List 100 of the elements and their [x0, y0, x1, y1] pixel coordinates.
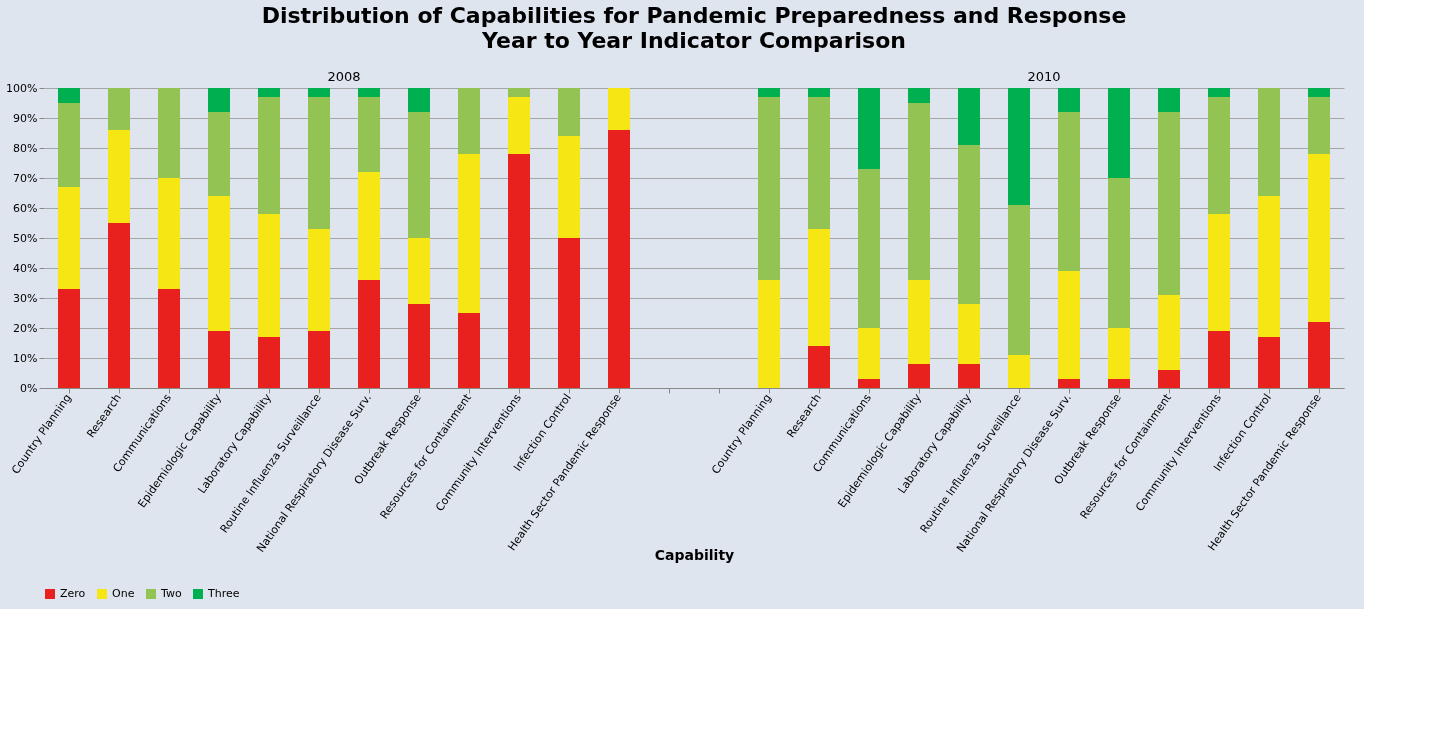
bar	[458, 313, 480, 388]
y-tick-label: 0%	[20, 381, 38, 395]
bar	[408, 238, 430, 304]
bar	[958, 145, 980, 304]
bar	[1208, 214, 1230, 331]
bar	[1058, 379, 1080, 388]
bar	[1208, 331, 1230, 388]
bar	[1158, 370, 1180, 388]
bar	[308, 331, 330, 388]
y-tick-label: 50%	[13, 231, 38, 245]
bar	[358, 280, 380, 388]
bar	[308, 229, 330, 331]
bar	[1058, 88, 1080, 112]
bar	[958, 364, 980, 388]
bar	[908, 103, 930, 280]
bar	[858, 169, 880, 328]
bar	[908, 88, 930, 103]
bar	[1308, 88, 1330, 97]
y-tick-label: 30%	[13, 291, 38, 305]
bar	[1058, 112, 1080, 271]
bar	[358, 172, 380, 280]
bar	[208, 196, 230, 331]
chart-title: Distribution of Capabilities for Pandemic Preparedness and Response	[261, 3, 1127, 28]
bar	[208, 112, 230, 196]
legend-label: One	[112, 587, 135, 600]
bar	[208, 331, 230, 388]
bar	[1308, 322, 1330, 388]
bar	[508, 154, 530, 388]
bar	[558, 136, 580, 238]
bar	[358, 88, 380, 97]
y-tick-label: 60%	[13, 201, 38, 215]
bar	[858, 88, 880, 169]
text: 2008	[327, 69, 361, 84]
y-tick-label: 90%	[13, 111, 38, 125]
bar	[608, 88, 630, 130]
bar	[58, 187, 80, 289]
bar	[758, 88, 780, 97]
bar	[1108, 178, 1130, 328]
bar	[108, 130, 130, 223]
y-tick-label: 80%	[13, 141, 38, 155]
chart-subtitle: Year to Year Indicator Comparison	[481, 28, 906, 53]
text: 2010	[1027, 69, 1061, 84]
bar	[758, 97, 780, 280]
bar	[908, 364, 930, 388]
bar	[858, 379, 880, 388]
bar	[808, 229, 830, 346]
bar	[258, 337, 280, 388]
bar	[1308, 97, 1330, 154]
bar	[158, 178, 180, 289]
bar	[1258, 337, 1280, 388]
bar	[558, 238, 580, 388]
bar	[408, 304, 430, 388]
bar	[1208, 97, 1230, 214]
x-axis-title: Capability	[654, 547, 735, 564]
bar	[808, 88, 830, 97]
legend-label: Two	[160, 587, 182, 600]
bar	[508, 88, 530, 97]
y-tick-label: 20%	[13, 321, 38, 335]
bar	[108, 223, 130, 388]
bar	[458, 154, 480, 313]
bar	[1108, 379, 1130, 388]
bar	[958, 88, 980, 145]
bar	[308, 88, 330, 97]
bar	[258, 88, 280, 97]
bar	[508, 97, 530, 154]
bar	[1208, 88, 1230, 97]
bar	[1008, 355, 1030, 388]
legend-label: Three	[207, 587, 240, 600]
bar	[858, 328, 880, 379]
bar	[1108, 88, 1130, 178]
bar	[408, 112, 430, 238]
bar	[458, 88, 480, 154]
bar	[208, 88, 230, 112]
bar	[1158, 88, 1180, 112]
bar	[258, 97, 280, 214]
bar	[608, 130, 630, 388]
bar	[358, 97, 380, 172]
bar	[58, 88, 80, 103]
bar	[908, 280, 930, 364]
bar	[308, 97, 330, 229]
bar	[158, 289, 180, 388]
bar	[1158, 295, 1180, 370]
bar	[1108, 328, 1130, 379]
bar	[958, 304, 980, 364]
bar	[808, 346, 830, 388]
y-tick-label: 100%	[6, 81, 38, 95]
bar	[58, 289, 80, 388]
y-tick-label: 40%	[13, 261, 38, 275]
bar	[1158, 112, 1180, 295]
bar	[1008, 88, 1030, 205]
bar	[158, 88, 180, 178]
bar	[1008, 205, 1030, 355]
bar	[808, 97, 830, 229]
bar	[1258, 196, 1280, 337]
y-tick-label: 10%	[13, 351, 38, 365]
bar	[1308, 154, 1330, 322]
bar	[758, 280, 780, 388]
legend-label: Zero	[60, 587, 86, 600]
bar	[1258, 88, 1280, 196]
bar	[108, 88, 130, 130]
